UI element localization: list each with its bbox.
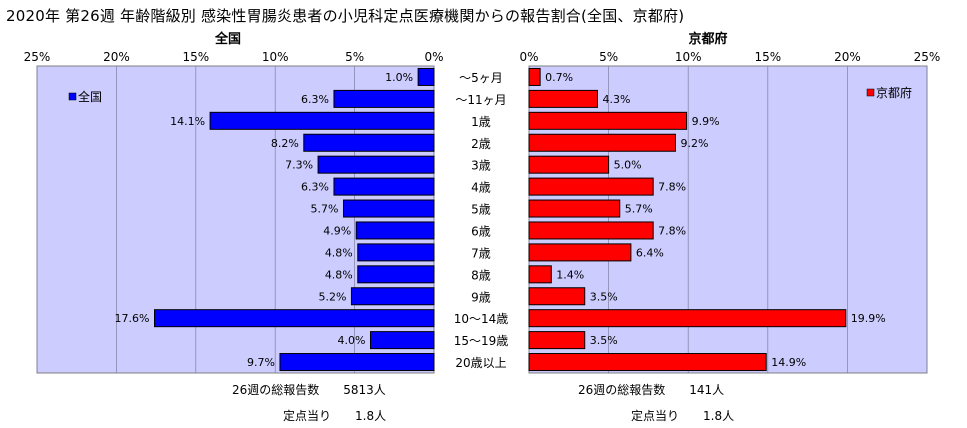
national-tick-label: 5% [345,50,364,64]
age-category-label: 4歳 [471,181,491,195]
national-data-label: 17.6% [115,312,150,325]
national-bar [279,353,435,372]
kyoto-data-label: 5.0% [614,159,642,172]
national-tick-label: 0% [424,50,443,64]
kyoto-tick-label: 10% [675,50,702,64]
national-bar [342,199,435,218]
national-data-label: 8.2% [271,137,299,150]
kyoto-bar [528,89,598,108]
national-data-label: 7.3% [285,159,313,172]
national-tick-label: 15% [182,50,209,64]
kyoto-bar [528,221,654,240]
national-data-label: 6.3% [301,181,329,194]
kyoto-per-site: 定点当り 1.8人 [631,409,735,423]
kyoto-data-label: 4.3% [602,93,630,106]
age-category-label: 1歳 [471,115,491,129]
kyoto-bar [528,155,610,174]
kyoto-bar [528,177,654,196]
national-bar [350,287,435,306]
kyoto-data-label: 14.9% [771,356,806,369]
age-category-label: 20歳以上 [455,356,506,370]
kyoto-bar [528,309,847,328]
kyoto-tick-label: 5% [599,50,618,64]
national-bar [303,133,435,152]
national-data-label: 1.0% [385,71,413,84]
age-category-label: 10～14歳 [454,312,509,326]
age-category-label: 7歳 [471,246,491,260]
kyoto-data-label: 6.4% [636,246,664,259]
national-tick-label: 10% [262,50,289,64]
national-legend-swatch [68,92,77,101]
kyoto-data-label: 5.7% [625,203,653,216]
kyoto-data-label: 9.2% [680,137,708,150]
national-total-reports: 26週の総報告数 5813人 [232,383,386,397]
national-data-label: 14.1% [170,115,205,128]
age-category-label: 6歳 [471,224,491,238]
kyoto-tick-label: 0% [519,50,538,64]
national-bar [317,155,435,174]
kyoto-data-label: 0.7% [545,71,573,84]
age-category-label: ～5ヶ月 [459,71,503,85]
national-bar [355,221,435,240]
national-bar [417,67,435,86]
national-data-label: 5.2% [318,290,346,303]
age-category-label: 8歳 [471,268,491,282]
kyoto-bar [528,287,586,306]
kyoto-tick-label: 15% [754,50,781,64]
kyoto-bar [528,243,632,262]
age-category-label: 5歳 [471,203,491,217]
national-data-label: 4.8% [325,246,353,259]
kyoto-tick-label: 25% [914,50,941,64]
national-bar [154,309,435,328]
national-bar [333,177,435,196]
national-tick-label: 25% [24,50,51,64]
national-data-label: 9.7% [247,356,275,369]
national-legend-label: 全国 [78,89,102,104]
kyoto-bar [528,265,552,284]
age-category-label: 9歳 [471,290,491,304]
national-bar [357,265,435,284]
chart-title: 2020年 第26週 年齢階級別 感染性胃腸炎患者の小児科定点医療機関からの報告… [6,7,685,25]
kyoto-bar [528,199,621,218]
national-data-label: 5.7% [311,203,339,216]
age-category-label: 2歳 [471,137,491,151]
national-bar [333,89,435,108]
kyoto-data-label: 1.4% [556,268,584,281]
kyoto-data-label: 9.9% [692,115,720,128]
national-bar [357,243,435,262]
kyoto-data-label: 3.5% [590,334,618,347]
national-data-label: 4.0% [338,334,366,347]
national-panel-title: 全国 [214,32,241,47]
kyoto-data-label: 7.8% [658,224,686,237]
kyoto-tick-label: 20% [834,50,861,64]
age-category-label: 3歳 [471,159,491,173]
national-data-label: 4.8% [325,268,353,281]
kyoto-data-label: 19.9% [851,312,886,325]
kyoto-bar [528,111,688,130]
kyoto-bar [528,353,767,372]
kyoto-data-label: 7.8% [658,181,686,194]
age-category-label: ～11ヶ月 [455,93,506,107]
kyoto-bar [528,331,586,350]
national-data-label: 4.9% [323,224,351,237]
kyoto-legend-swatch [866,88,875,97]
kyoto-bar [528,133,676,152]
kyoto-legend-label: 京都府 [876,85,912,100]
national-per-site: 定点当り 1.8人 [283,409,387,423]
national-bar [369,331,435,350]
national-tick-label: 20% [103,50,130,64]
kyoto-bar [528,67,541,86]
national-data-label: 6.3% [301,93,329,106]
kyoto-total-reports: 26週の総報告数 141人 [578,383,725,397]
national-bar [209,111,435,130]
kyoto-data-label: 3.5% [590,290,618,303]
age-category-label: 15～19歳 [454,334,509,348]
kyoto-panel-title: 京都府 [688,32,728,47]
